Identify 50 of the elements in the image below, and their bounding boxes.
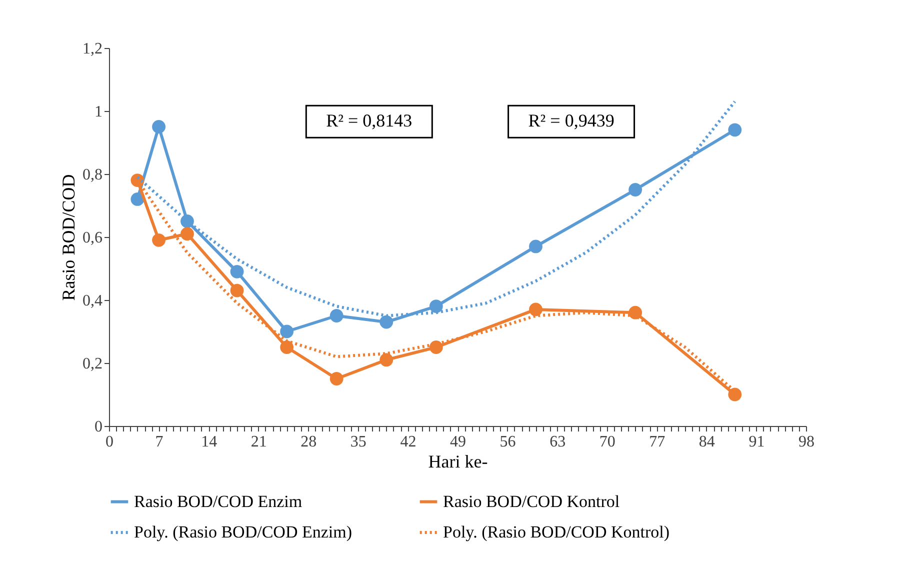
point — [230, 284, 244, 298]
x-tick-label: 98 — [798, 434, 814, 450]
legend-label: Rasio BOD/COD Enzim — [134, 492, 302, 511]
y-tick-label: 0 — [94, 418, 102, 436]
x-tick-label: 84 — [698, 434, 715, 450]
point — [429, 340, 443, 354]
annotation: R² = 0,9439 — [528, 110, 614, 131]
x-tick-label: 63 — [550, 434, 566, 450]
point — [628, 183, 642, 196]
point — [330, 372, 344, 386]
x-tick-label: 28 — [300, 434, 317, 450]
legend-label: Rasio BOD/COD Kontrol — [443, 492, 620, 511]
point — [130, 192, 144, 206]
point — [529, 302, 542, 316]
point — [280, 324, 294, 338]
point — [529, 240, 542, 254]
point — [152, 120, 166, 134]
point — [152, 233, 166, 247]
point — [230, 264, 244, 278]
legend-label: Poly. (Rasio BOD/COD Kontrol) — [443, 522, 670, 542]
point — [380, 353, 394, 367]
point — [380, 315, 394, 329]
y-axis-title: Rasio BOD/COD — [58, 174, 78, 301]
x-tick-label: 49 — [450, 434, 466, 450]
x-tick-label: 56 — [500, 434, 516, 450]
x-tick-label: 77 — [649, 434, 666, 450]
annotation: R² = 0,8143 — [326, 110, 412, 131]
x-tick-label: 91 — [748, 434, 765, 450]
point — [728, 123, 742, 137]
point — [280, 340, 294, 354]
y-tick-label: 1 — [94, 104, 102, 120]
x-tick-label: 14 — [201, 434, 218, 450]
x-tick-label: 42 — [400, 434, 416, 450]
x-tick-label: 70 — [599, 434, 616, 450]
x-tick-label: 21 — [250, 434, 267, 450]
point — [728, 388, 742, 402]
x-tick-label: 7 — [155, 434, 164, 450]
x-tick-label: 0 — [106, 434, 114, 450]
y-tick-label: 0,6 — [82, 230, 102, 246]
legend-label: Poly. (Rasio BOD/COD Enzim) — [134, 522, 352, 542]
y-tick-label: 0,4 — [82, 292, 102, 310]
y-tick-label: 0,2 — [82, 356, 102, 372]
x-tick-label: 35 — [350, 434, 366, 450]
point — [180, 227, 194, 241]
point — [628, 306, 642, 320]
point — [429, 300, 443, 313]
x-axis-title: Hari ke- — [428, 452, 488, 472]
point — [330, 309, 344, 322]
y-tick-label: 0,8 — [82, 166, 102, 184]
y-tick-label: 1,2 — [82, 40, 102, 58]
